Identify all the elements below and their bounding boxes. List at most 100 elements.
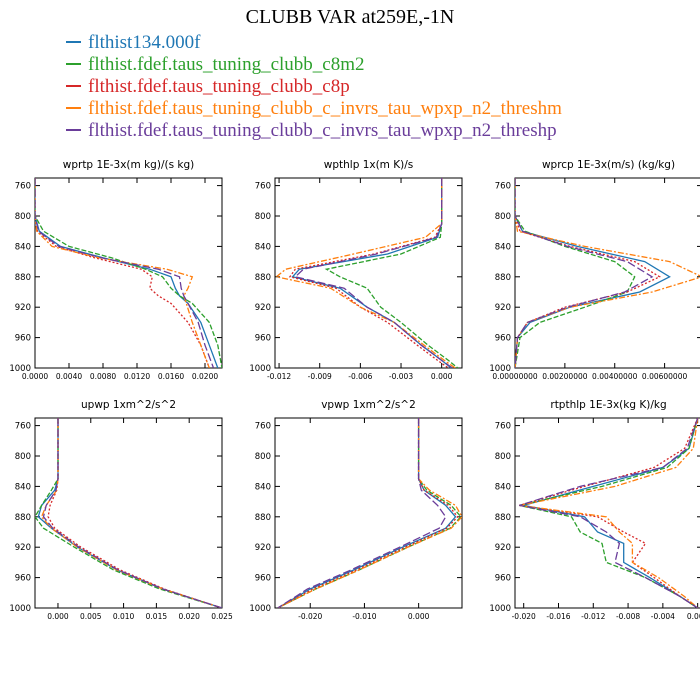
x-tick-label: 0.0120: [124, 372, 150, 381]
series-line-4: [35, 178, 210, 368]
panel-title: vpwp 1xm^2/s^2: [321, 399, 416, 411]
panel-4: upwp 1xm^2/s^2 760 800 840 880 920 960 1000 0.00…: [9, 399, 233, 621]
panel-6: rtpthlp 1E-3x(kg K)/kg 760 800 840 880 920 960…: [489, 399, 700, 621]
series-line-4: [40, 418, 222, 608]
y-tick-label: 1000: [9, 604, 31, 614]
x-tick-label: 0.010: [113, 612, 135, 621]
x-tick-label: 0.000: [431, 372, 453, 381]
y-tick-label: 840: [495, 242, 511, 252]
x-tick-label: -0.012: [267, 372, 291, 381]
y-tick-label: 800: [15, 452, 31, 462]
x-tick-label: 0.00400000: [592, 372, 638, 381]
series-line-3: [515, 178, 661, 368]
y-tick-label: 880: [255, 513, 271, 523]
series-line-5: [35, 178, 215, 368]
x-tick-label: 0.00000000: [492, 372, 538, 381]
y-tick-label: 760: [495, 422, 511, 432]
y-tick-label: 1000: [9, 364, 31, 374]
legend-swatch: [66, 40, 81, 43]
y-tick-label: 880: [495, 273, 511, 283]
legend-swatch: [66, 62, 81, 65]
y-tick-label: 760: [15, 182, 31, 192]
y-tick-label: 960: [255, 334, 271, 344]
legend-item-threshp: flthist.fdef.taus_tuning_clubb_c_invrs_t…: [66, 120, 562, 142]
panel-2: wpthlp 1x(m K)/s7608008408809209601000-0…: [249, 159, 463, 381]
x-tick-label: 0.000: [408, 612, 430, 621]
y-tick-label: 1000: [489, 604, 511, 614]
x-tick-label: -0.003: [389, 372, 413, 381]
x-tick-label: -0.008: [616, 612, 640, 621]
x-tick-label: 0.015: [146, 612, 168, 621]
y-tick-label: 920: [15, 303, 31, 313]
panel-title: wpthlp 1x(m K)/s: [324, 159, 414, 171]
series-line-2: [277, 418, 462, 608]
y-tick-label: 880: [15, 513, 31, 523]
panel-1: wprtp 1E-3x(m kg)/(s kg) 760 800 840 880 920 9…: [9, 159, 223, 381]
x-tick-label: 0.000: [47, 612, 69, 621]
panel-title: upwp 1xm^2/s^2: [81, 399, 176, 411]
legend-item-c8p: flthist.fdef.taus_tuning_clubb_c8p: [66, 76, 562, 98]
x-tick-label: 0.0080: [90, 372, 116, 381]
plot-frame: [514, 417, 700, 609]
y-tick-label: 760: [255, 422, 271, 432]
series-line-1: [291, 178, 452, 368]
legend-label: flthist.fdef.taus_tuning_clubb_c_invrs_t…: [88, 98, 562, 119]
y-tick-label: 760: [15, 422, 31, 432]
y-tick-label: 920: [15, 543, 31, 553]
series-line-3: [277, 418, 459, 608]
y-tick-label: 840: [255, 482, 271, 492]
x-tick-label: -0.010: [352, 612, 376, 621]
series-line-1: [37, 418, 222, 608]
y-tick-label: 960: [495, 574, 511, 584]
y-tick-label: 880: [495, 513, 511, 523]
y-tick-label: 800: [15, 212, 31, 222]
y-tick-label: 880: [15, 273, 31, 283]
series-line-5: [277, 418, 447, 608]
panel-5: vpwp 1xm^2/s^2 760 800 840 880 920 960 1000 -0.0…: [249, 399, 463, 621]
legend-label: flthist.fdef.taus_tuning_clubb_c8m2: [88, 54, 365, 75]
x-tick-label: 0.005: [80, 612, 102, 621]
y-tick-label: 760: [255, 182, 271, 192]
series-line-3: [35, 178, 210, 368]
y-tick-label: 800: [495, 452, 511, 462]
series-line-5: [293, 178, 453, 368]
legend-label: flthist.fdef.taus_tuning_clubb_c8p: [88, 76, 350, 97]
series-line-5: [42, 418, 222, 608]
panel-title: wprcp 1E-3x(m/s) (kg/kg): [542, 159, 675, 171]
y-tick-label: 960: [495, 334, 511, 344]
panel-title: wprtp 1E-3x(m kg)/(s kg): [63, 159, 194, 171]
y-tick-label: 960: [15, 334, 31, 344]
legend: flthist134.000f flthist.fdef.taus_tuning…: [66, 32, 562, 142]
plot-frame: [34, 417, 223, 609]
x-tick-label: -0.020: [512, 612, 536, 621]
x-tick-label: 0.020: [178, 612, 200, 621]
figure-title: CLUBB VAR at259E,-1N: [245, 6, 455, 28]
series-line-4: [519, 418, 699, 608]
x-tick-label: -0.004: [651, 612, 675, 621]
y-tick-label: 920: [255, 303, 271, 313]
x-tick-label: -0.009: [308, 372, 332, 381]
legend-item-control: flthist134.000f: [66, 32, 562, 54]
y-tick-label: 1000: [489, 364, 511, 374]
plot-frame: [274, 417, 463, 609]
plot-frame: [514, 177, 700, 369]
plot-frame: [274, 177, 463, 369]
series-line-1: [277, 418, 457, 608]
plot-frame: [34, 177, 223, 369]
y-tick-label: 840: [15, 482, 31, 492]
series-line-2: [324, 178, 459, 368]
y-tick-label: 800: [495, 212, 511, 222]
y-tick-label: 840: [15, 242, 31, 252]
x-tick-label: 0.00600000: [642, 372, 688, 381]
series-line-2: [35, 178, 222, 368]
legend-item-c8m2: flthist.fdef.taus_tuning_clubb_c8m2: [66, 54, 562, 76]
y-tick-label: 920: [495, 303, 511, 313]
y-tick-label: 760: [495, 182, 511, 192]
y-tick-label: 960: [15, 574, 31, 584]
series-line-4: [277, 418, 462, 608]
series-line-2: [35, 418, 222, 608]
y-tick-label: 920: [255, 543, 271, 553]
y-tick-label: 800: [255, 212, 271, 222]
